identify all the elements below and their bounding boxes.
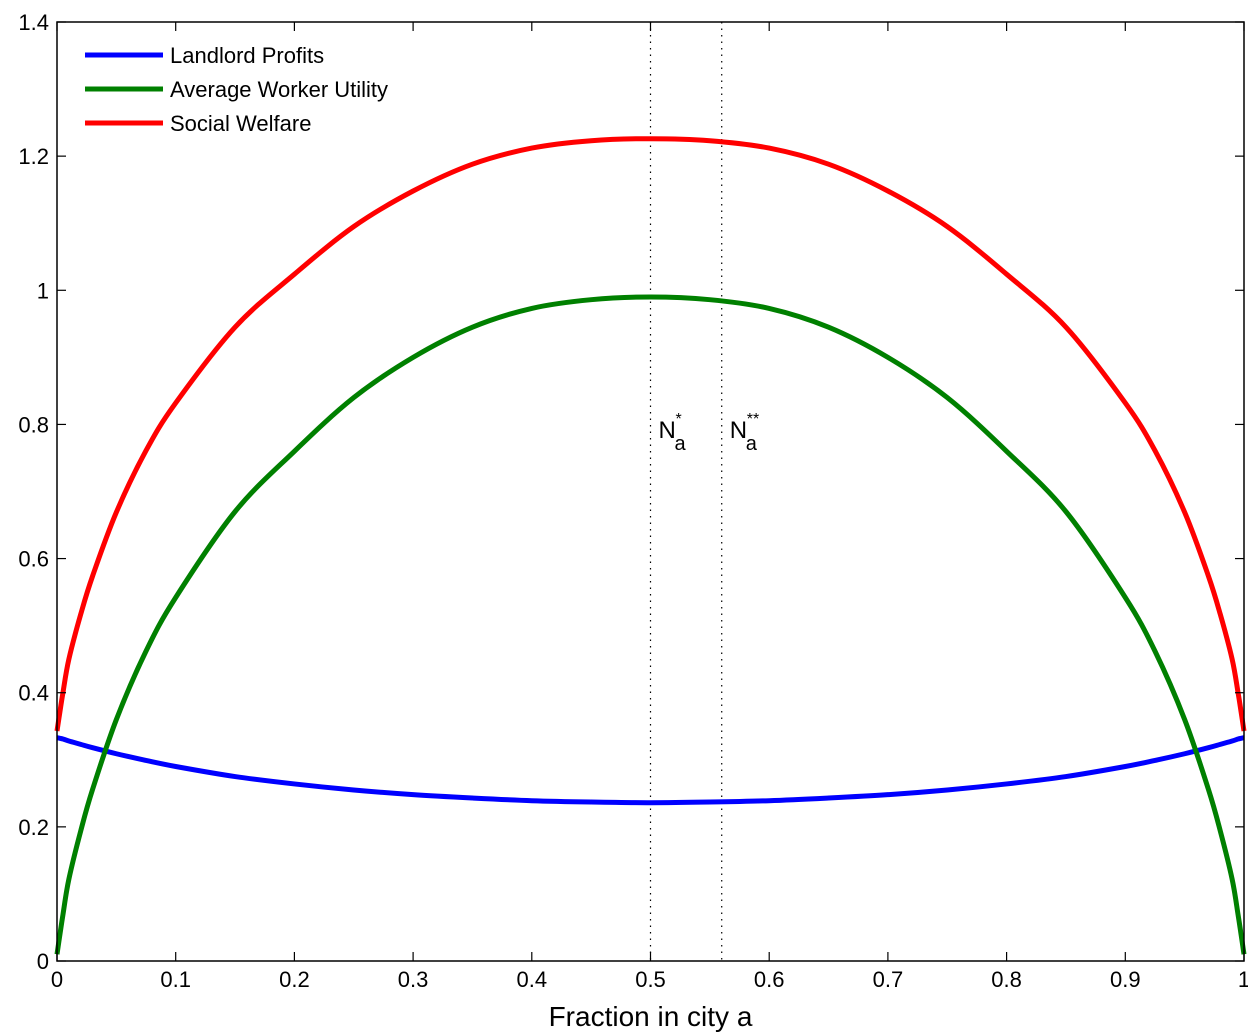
y-tick-label: 0.8	[18, 412, 49, 437]
y-tick-label: 1.2	[18, 144, 49, 169]
reference-label-superscript: *	[676, 411, 682, 428]
x-tick-label: 0.2	[279, 967, 310, 992]
reference-label: N	[659, 417, 676, 444]
x-tick-label: 0.7	[873, 967, 904, 992]
series-line-0	[56, 735, 1245, 806]
axis-ticks: 0 0.1 0.2 0.3 0.4 0.5 0.6 0.7 0.8 0.9 1 0 0.2 0.4 0.6 0…	[18, 10, 1248, 992]
legend-label: Social Welfare	[170, 111, 311, 136]
x-tick-label: 0.6	[754, 967, 785, 992]
y-tick-label: 1	[37, 278, 49, 303]
reference-label: N	[730, 417, 747, 444]
y-tick-label: 0.6	[18, 547, 49, 572]
x-tick-label: 1	[1238, 967, 1248, 992]
y-tick-label: 0	[37, 949, 49, 974]
x-tick-label: 0.5	[635, 967, 666, 992]
reference-label-subscript: a	[746, 433, 758, 455]
reference-label-superscript: **	[747, 411, 759, 428]
series-line-1	[54, 294, 1247, 955]
x-tick-label: 0.8	[991, 967, 1022, 992]
x-tick-label: 0.3	[398, 967, 429, 992]
x-tick-label: 0	[51, 967, 63, 992]
series-layer	[54, 136, 1247, 955]
x-tick-label: 0.4	[517, 967, 548, 992]
y-tick-label: 1.4	[18, 10, 49, 35]
x-tick-label: 0.1	[160, 967, 191, 992]
x-axis-label: Fraction in city a	[549, 1001, 753, 1032]
x-tick-label: 0.9	[1110, 967, 1141, 992]
legend-label: Average Worker Utility	[170, 77, 388, 102]
y-tick-label: 0.2	[18, 815, 49, 840]
reference-lines: Na* Na**	[649, 22, 759, 961]
series-line-2	[54, 136, 1247, 732]
reference-label-subscript: a	[675, 433, 687, 455]
y-tick-label: 0.4	[18, 681, 49, 706]
legend: Landlord Profits Average Worker Utility So…	[85, 43, 388, 136]
legend-label: Landlord Profits	[170, 43, 324, 68]
